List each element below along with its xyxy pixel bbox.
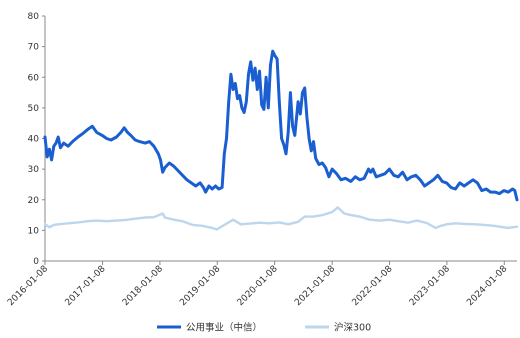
y-tick-label: 40 <box>28 135 40 145</box>
x-tick-label: 2016-01-08 <box>6 264 50 308</box>
legend-label: 沪深300 <box>334 322 371 334</box>
y-tick-label: 10 <box>28 226 40 236</box>
x-tick-label: 2017-01-08 <box>64 264 108 308</box>
legend: 公用事业（中信） 沪深300 <box>157 322 371 334</box>
y-tick-label: 30 <box>28 165 40 175</box>
x-axis: 2016-01-08 2017-01-08 2018-01-08 2019-01-08… <box>6 260 517 308</box>
legend-label: 公用事业（中信） <box>186 322 262 334</box>
x-tick-label: 2023-01-08 <box>408 264 452 308</box>
x-tick-label: 2021-01-08 <box>293 264 337 308</box>
y-tick-label: 20 <box>28 196 40 206</box>
x-tick-label: 2019-01-08 <box>178 264 222 308</box>
x-tick-label: 2020-01-08 <box>236 264 280 308</box>
y-tick-label: 60 <box>28 73 40 83</box>
x-tick-label: 2018-01-08 <box>121 264 165 308</box>
series-layer <box>43 49 519 231</box>
y-tick-label: 0 <box>33 257 39 267</box>
x-tick-label: 2024-01-08 <box>465 264 509 308</box>
y-tick-label: 80 <box>28 12 40 22</box>
x-tick-label: 2022-01-08 <box>351 264 395 308</box>
y-tick-label: 70 <box>28 43 40 53</box>
y-tick-label: 50 <box>28 104 40 114</box>
series-line-0 <box>43 49 519 202</box>
y-axis: 0 10 20 30 40 50 60 70 80 <box>28 12 46 267</box>
series-line-1 <box>43 206 519 231</box>
